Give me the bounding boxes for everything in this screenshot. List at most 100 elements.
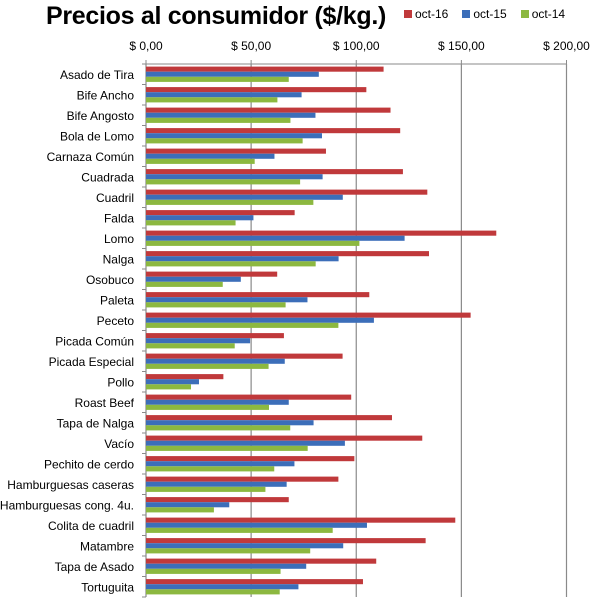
category-label: Carnaza Común xyxy=(47,150,134,164)
bar-oct-15 xyxy=(146,215,254,221)
category-label: Paleta xyxy=(100,293,134,307)
bar-oct-14 xyxy=(146,199,314,205)
bar-oct-15 xyxy=(146,379,199,385)
bar-oct-16 xyxy=(146,333,284,339)
category-label: Colita de cuadril xyxy=(48,519,134,533)
legend-swatch-oct-15 xyxy=(462,10,471,18)
bar-oct-14 xyxy=(146,240,360,246)
bar-oct-15 xyxy=(146,133,322,139)
bar-oct-14 xyxy=(146,527,333,533)
bar-oct-15 xyxy=(146,399,289,405)
bar-oct-14 xyxy=(146,76,289,82)
category-label: Matambre xyxy=(80,539,134,553)
bar-oct-16 xyxy=(146,374,224,380)
category-label: Nalga xyxy=(103,252,135,266)
bar-oct-16 xyxy=(146,169,403,175)
bar-oct-15 xyxy=(146,338,251,344)
legend-label-oct-14: oct-14 xyxy=(531,7,566,21)
category-label: Bola de Lomo xyxy=(60,129,134,143)
bar-oct-14 xyxy=(146,261,316,267)
bar-oct-14 xyxy=(146,117,291,123)
bar-oct-15 xyxy=(146,317,374,323)
bar-oct-16 xyxy=(146,271,278,277)
bar-oct-16 xyxy=(146,66,384,72)
bar-oct-15 xyxy=(146,235,405,241)
bar-oct-16 xyxy=(146,517,456,523)
bar-oct-14 xyxy=(146,486,266,492)
category-label: Tapa de Nalga xyxy=(57,416,135,430)
bar-oct-15 xyxy=(146,297,308,303)
legend-item-oct-16: oct-16 xyxy=(404,7,448,21)
bar-oct-14 xyxy=(146,568,281,574)
bar-oct-16 xyxy=(146,353,343,359)
bar-oct-16 xyxy=(146,456,355,462)
bar-oct-14 xyxy=(146,425,291,431)
category-label: Falda xyxy=(104,211,134,225)
bar-oct-15 xyxy=(146,71,319,77)
bar-oct-14 xyxy=(146,589,280,595)
bar-oct-15 xyxy=(146,522,367,528)
bar-oct-15 xyxy=(146,256,339,262)
category-label: Asado de Tira xyxy=(60,68,134,82)
category-label: Peceto xyxy=(97,314,135,328)
bar-oct-15 xyxy=(146,481,287,487)
bar-oct-14 xyxy=(146,322,339,328)
bar-oct-14 xyxy=(146,445,308,451)
bar-oct-14 xyxy=(146,179,301,185)
category-label: Hamburguesas caseras xyxy=(7,478,134,492)
bar-oct-16 xyxy=(146,292,370,298)
bar-oct-15 xyxy=(146,461,295,467)
bar-oct-16 xyxy=(146,230,497,236)
legend: oct-16 oct-15 oct-14 xyxy=(404,7,565,21)
bar-oct-15 xyxy=(146,153,275,159)
category-label: Vacío xyxy=(104,437,134,451)
bar-oct-16 xyxy=(146,87,367,93)
bars xyxy=(146,66,497,595)
category-label: Osobuco xyxy=(86,273,134,287)
bar-oct-16 xyxy=(146,497,289,503)
category-label: Lomo xyxy=(104,232,134,246)
x-tick-label: $ 100,00 xyxy=(333,39,380,53)
chart-title: Precios al consumidor ($/kg.) xyxy=(46,2,387,30)
bar-oct-16 xyxy=(146,128,401,134)
category-label: Pechito de cerdo xyxy=(44,457,134,471)
bar-oct-14 xyxy=(146,363,269,369)
x-axis: $ 0,00 $ 50,00 $ 100,00 $ 150,00 $ 200,00 xyxy=(129,39,590,65)
bar-oct-14 xyxy=(146,97,278,103)
bar-oct-15 xyxy=(146,276,241,282)
bar-oct-14 xyxy=(146,404,269,410)
bar-oct-15 xyxy=(146,440,345,446)
legend-swatch-oct-16 xyxy=(404,10,412,18)
legend-item-oct-14: oct-14 xyxy=(520,7,566,21)
bar-oct-14 xyxy=(146,548,311,554)
category-label: Picada Común xyxy=(55,334,134,348)
category-label: Cuadrada xyxy=(81,170,134,184)
legend-label-oct-16: oct-16 xyxy=(415,7,449,21)
bar-oct-15 xyxy=(146,174,323,180)
bar-oct-14 xyxy=(146,220,236,226)
bar-oct-14 xyxy=(146,158,255,164)
bar-oct-16 xyxy=(146,312,471,318)
legend-label-oct-15: oct-15 xyxy=(473,7,507,21)
bar-oct-16 xyxy=(146,251,429,257)
legend-item-oct-15: oct-15 xyxy=(462,7,507,21)
category-label: Tortuguita xyxy=(81,580,134,594)
bar-oct-15 xyxy=(146,112,316,118)
category-label: Hamburguesas cong. 4u. xyxy=(0,498,134,512)
category-label: Roast Beef xyxy=(75,396,135,410)
bar-oct-15 xyxy=(146,358,285,364)
category-label: Bife Angosto xyxy=(67,109,135,123)
bar-oct-16 xyxy=(146,538,426,544)
bar-oct-14 xyxy=(146,384,191,390)
x-tick-label: $ 200,00 xyxy=(543,39,590,53)
x-tick-label: $ 50,00 xyxy=(231,39,271,53)
bar-oct-15 xyxy=(146,563,307,569)
bar-oct-16 xyxy=(146,394,352,400)
bar-oct-16 xyxy=(146,476,339,482)
bar-oct-15 xyxy=(146,420,314,426)
bar-oct-15 xyxy=(146,584,299,590)
bar-oct-16 xyxy=(146,415,392,421)
x-tick-label: $ 150,00 xyxy=(438,39,485,53)
x-tick-label: $ 0,00 xyxy=(129,39,163,53)
